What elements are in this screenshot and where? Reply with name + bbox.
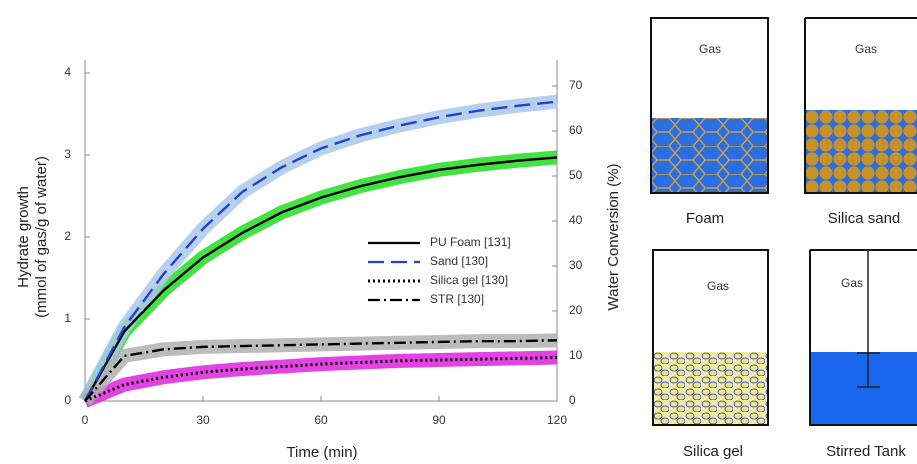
series-line	[83, 100, 558, 402]
gas-label: Gas	[699, 42, 721, 56]
y2-axis-title: Water Conversion (%)	[605, 164, 622, 311]
y2-tick-label: 40	[569, 213, 583, 227]
liquid-fill	[810, 352, 917, 425]
x-tick-label: 0	[82, 413, 89, 427]
y-tick-label: 0	[64, 393, 71, 407]
diagram: Gas Gas Gas Gas Foam Silica sand Silica …	[650, 17, 917, 460]
panel-label: Foam	[686, 210, 724, 227]
panel-box	[809, 249, 917, 426]
panel-label: Stirred Tank	[826, 443, 906, 460]
panel-box	[652, 249, 769, 426]
x-tick-label: 60	[314, 413, 328, 427]
gel-fill	[653, 352, 768, 425]
y-tick-label: 4	[64, 65, 71, 79]
x-tick-label: 30	[196, 413, 210, 427]
sand-fill	[805, 110, 917, 193]
gas-label: Gas	[855, 42, 877, 56]
series-line	[83, 156, 558, 402]
x-tick-label: 120	[547, 413, 567, 427]
y2-tick-label: 10	[569, 348, 583, 362]
y2-tick-label: 20	[569, 303, 583, 317]
gas-label: Gas	[841, 276, 863, 290]
panel-box	[650, 17, 769, 194]
y-tick-label: 3	[64, 147, 71, 161]
stirrer	[857, 250, 880, 388]
legend-label: PU Foam [131]	[430, 235, 511, 249]
series-line	[84, 356, 558, 403]
legend-label: STR [130]	[430, 292, 484, 306]
y2-tick-label: 0	[569, 393, 576, 407]
y-axis-title: (mmol of gas/g of water)	[33, 156, 50, 318]
y2-tick-label: 60	[569, 123, 583, 137]
y-tick-label: 1	[64, 311, 71, 325]
y-axis-title: Hydrate growth	[15, 186, 32, 288]
y2-tick-label: 70	[569, 78, 583, 92]
y-tick-label: 2	[64, 229, 71, 243]
legend-label: Silica gel [130]	[430, 273, 508, 287]
y2-tick-label: 50	[569, 168, 583, 182]
x-axis-title: Time (min)	[286, 444, 357, 461]
panel-label: Silica gel	[683, 443, 743, 460]
panel-box	[804, 18, 917, 194]
gas-label: Gas	[707, 279, 729, 293]
panel-label: Silica sand	[828, 210, 901, 227]
y2-tick-label: 30	[569, 258, 583, 272]
series-line	[84, 339, 558, 402]
legend-label: Sand [130]	[430, 254, 488, 268]
foam-fill	[651, 118, 768, 193]
x-tick-label: 90	[432, 413, 446, 427]
